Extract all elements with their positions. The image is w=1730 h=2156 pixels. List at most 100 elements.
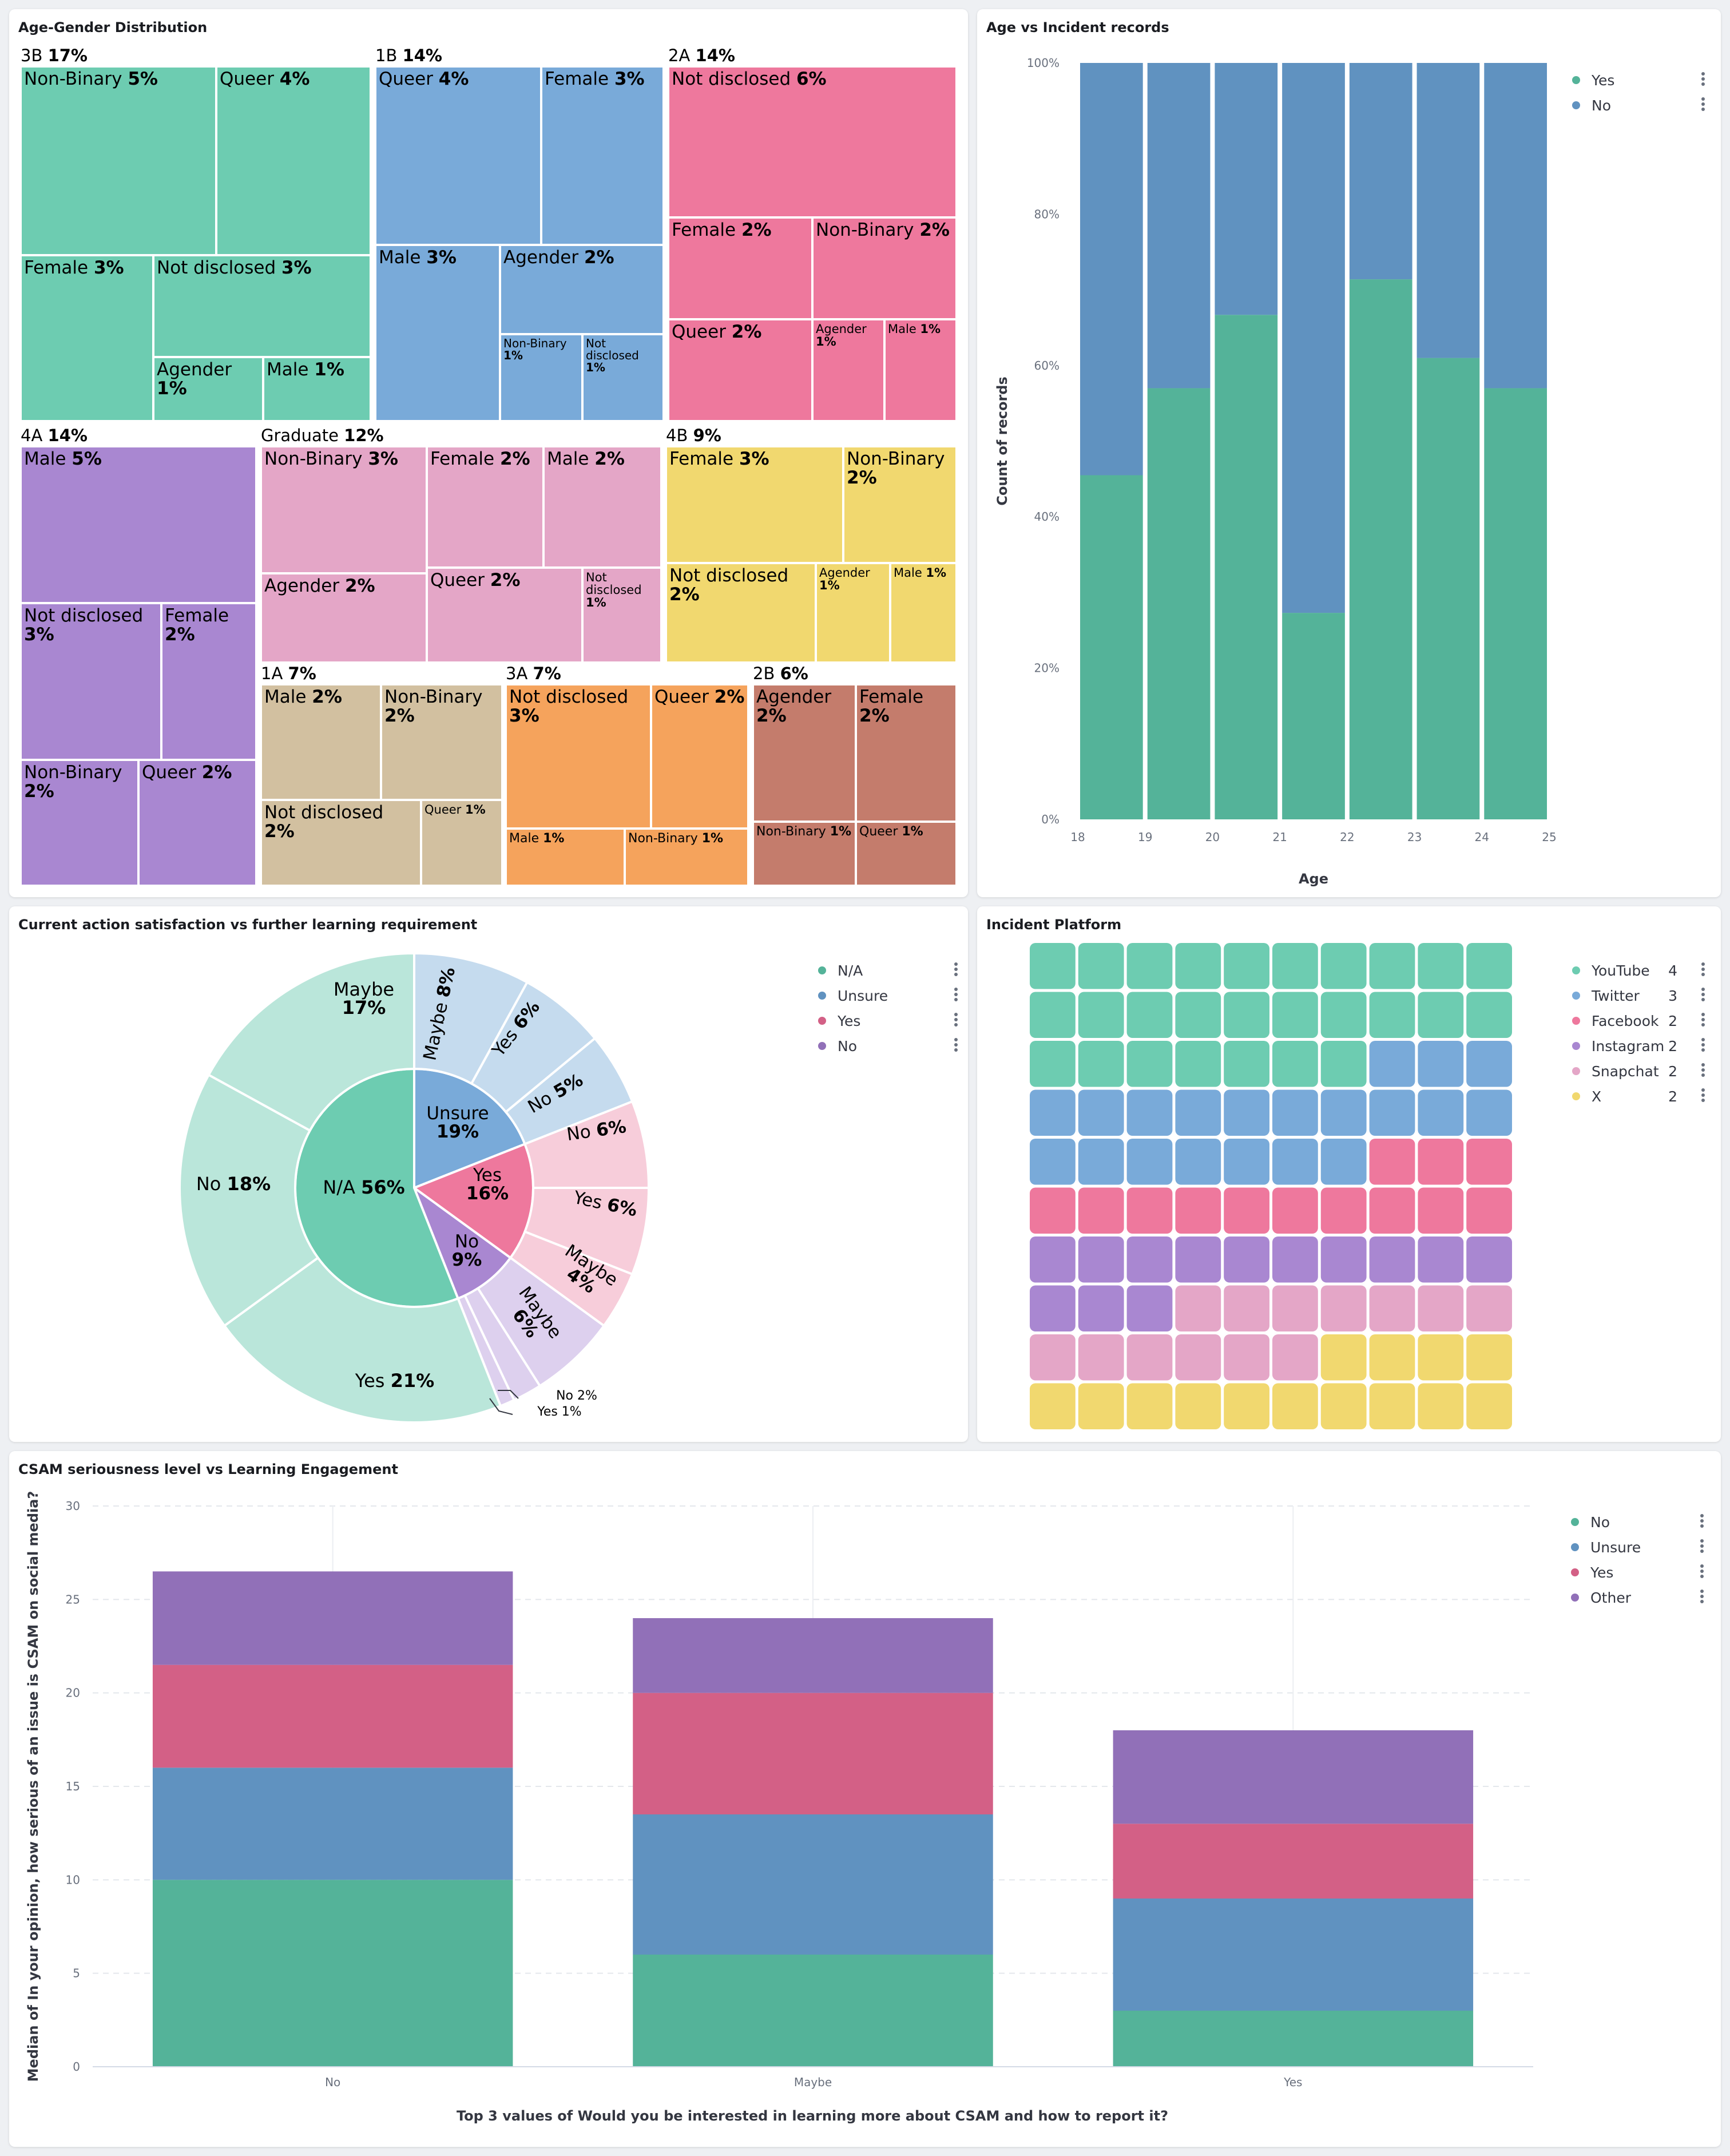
treemap-cell[interactable]: Not disclosed 2% bbox=[666, 563, 816, 663]
more-options-icon[interactable] bbox=[954, 1013, 959, 1028]
legend-item[interactable]: Unsure bbox=[1571, 1535, 1705, 1560]
more-options-icon[interactable] bbox=[1701, 988, 1706, 1003]
more-options-icon[interactable] bbox=[954, 962, 959, 978]
treemap-cell[interactable]: Male 2% bbox=[543, 446, 661, 568]
legend-item[interactable]: No bbox=[818, 1033, 959, 1059]
label-name: Yes bbox=[355, 1370, 391, 1392]
treemap-cell[interactable]: Non-Binary 2% bbox=[812, 217, 957, 319]
legend-item[interactable]: No bbox=[1571, 1509, 1705, 1535]
treemap-cell[interactable]: Queer 4% bbox=[375, 66, 541, 245]
legend-item[interactable]: Facebook 2 bbox=[1572, 1008, 1706, 1033]
treemap-cell[interactable]: Not disclosed 3% bbox=[153, 255, 371, 357]
bar-segment bbox=[1282, 613, 1345, 819]
legend-count: 4 bbox=[1668, 962, 1677, 979]
more-options-icon[interactable] bbox=[1700, 1590, 1705, 1605]
more-options-icon[interactable] bbox=[1701, 1063, 1706, 1079]
waffle-cell bbox=[1369, 943, 1415, 989]
sunburst-inner-label: Yes bbox=[473, 1165, 502, 1186]
x-tick-label: No bbox=[325, 2075, 340, 2089]
legend-item[interactable]: Snapchat 2 bbox=[1572, 1059, 1706, 1084]
treemap-cell[interactable]: Non-Binary 5% bbox=[21, 66, 216, 255]
treemap-cell[interactable]: Not disclosed 2% bbox=[261, 800, 421, 886]
treemap-cell[interactable]: Female 2% bbox=[856, 684, 957, 822]
treemap-cell[interactable]: Agender 2% bbox=[500, 245, 664, 334]
more-options-icon[interactable] bbox=[1701, 72, 1706, 88]
more-options-icon[interactable] bbox=[1701, 962, 1706, 978]
more-options-icon[interactable] bbox=[1700, 1539, 1705, 1555]
treemap-cell[interactable]: Female 3% bbox=[541, 66, 664, 245]
treemap-cell[interactable]: Male 1% bbox=[890, 563, 957, 663]
waffle-cell bbox=[1030, 1041, 1076, 1087]
legend-item[interactable]: Unsure bbox=[818, 983, 959, 1008]
legend-item[interactable]: Yes bbox=[1572, 68, 1706, 93]
treemap-cell[interactable]: Agender 1% bbox=[153, 357, 263, 421]
more-options-icon[interactable] bbox=[1700, 1514, 1705, 1529]
treemap-cell[interactable]: Non-Binary 2% bbox=[381, 684, 502, 800]
treemap-cell[interactable]: Not disclosed 1% bbox=[582, 334, 664, 421]
treemap-cell[interactable]: Queer 2% bbox=[651, 684, 748, 829]
treemap-cell[interactable]: Queer 2% bbox=[427, 568, 582, 663]
treemap-cell[interactable]: Agender 2% bbox=[753, 684, 856, 822]
label-pct: 1% bbox=[562, 1405, 582, 1419]
treemap-cell[interactable]: Male 2% bbox=[261, 684, 381, 800]
legend-item[interactable]: Yes bbox=[1571, 1560, 1705, 1585]
treemap-cell[interactable]: Non-Binary 1% bbox=[625, 829, 748, 886]
treemap-cell[interactable]: Agender 2% bbox=[261, 573, 427, 663]
waffle-cell bbox=[1078, 1041, 1124, 1087]
cell-label: Not disclosed bbox=[672, 69, 796, 89]
treemap-cell[interactable]: Non-Binary 1% bbox=[500, 334, 582, 421]
legend-item[interactable]: Other bbox=[1571, 1585, 1705, 1610]
legend-item[interactable]: Twitter 3 bbox=[1572, 983, 1706, 1008]
more-options-icon[interactable] bbox=[1701, 1013, 1706, 1028]
treemap-cell[interactable]: Female 3% bbox=[21, 255, 153, 421]
treemap-cell[interactable]: Queer 1% bbox=[421, 800, 502, 886]
legend-label: No bbox=[1592, 97, 1611, 114]
more-options-icon[interactable] bbox=[954, 988, 959, 1003]
more-options-icon[interactable] bbox=[1701, 97, 1706, 113]
legend-item[interactable]: YouTube 4 bbox=[1572, 958, 1706, 983]
legend-item[interactable]: N/A bbox=[818, 958, 959, 983]
sunburst-inner-label: Unsure bbox=[426, 1103, 489, 1124]
more-options-icon[interactable] bbox=[1701, 1038, 1706, 1053]
treemap-cell[interactable]: Female 2% bbox=[668, 217, 812, 319]
treemap-cell[interactable]: Not disclosed 6% bbox=[668, 66, 957, 217]
treemap-cell[interactable]: Queer 4% bbox=[216, 66, 371, 255]
more-options-icon[interactable] bbox=[1701, 1088, 1706, 1104]
treemap-cell[interactable]: Agender 1% bbox=[816, 563, 890, 663]
cell-pct: 2% bbox=[384, 705, 415, 726]
treemap-cell[interactable]: Female 2% bbox=[161, 603, 256, 760]
treemap-cell[interactable]: Not disclosed 1% bbox=[582, 568, 661, 663]
treemap-cell[interactable]: Non-Binary 3% bbox=[261, 446, 427, 573]
panel-title: Current action satisfaction vs further l… bbox=[18, 917, 478, 933]
treemap-cell[interactable]: Not disclosed 3% bbox=[21, 603, 161, 760]
treemap-cell[interactable]: Queer 1% bbox=[856, 822, 957, 886]
legend-item[interactable]: No bbox=[1572, 93, 1706, 118]
legend-count: 2 bbox=[1668, 1088, 1677, 1105]
treemap-cell[interactable]: Non-Binary 1% bbox=[753, 822, 856, 886]
legend-item[interactable]: Instagram 2 bbox=[1572, 1033, 1706, 1059]
treemap-cell[interactable]: Agender 1% bbox=[812, 319, 884, 421]
waffle-cell bbox=[1466, 1285, 1512, 1331]
treemap-cell[interactable]: Male 1% bbox=[506, 829, 625, 886]
more-options-icon[interactable] bbox=[954, 1038, 959, 1053]
treemap-cell[interactable]: Female 3% bbox=[666, 446, 843, 563]
treemap-cell[interactable]: Non-Binary 2% bbox=[21, 760, 138, 886]
treemap-cell[interactable]: Not disclosed 3% bbox=[506, 684, 651, 829]
bar-segment bbox=[1215, 315, 1278, 819]
treemap-cell[interactable]: Female 2% bbox=[427, 446, 543, 568]
treemap-cell[interactable]: Queer 2% bbox=[668, 319, 812, 421]
cell-label: Queer bbox=[142, 762, 202, 783]
treemap-cell[interactable]: Male 3% bbox=[375, 245, 500, 421]
cell-pct: 1% bbox=[465, 803, 486, 817]
treemap-cell[interactable]: Non-Binary 2% bbox=[843, 446, 957, 563]
treemap-cell[interactable]: Male 5% bbox=[21, 446, 256, 603]
treemap-cell[interactable]: Queer 2% bbox=[138, 760, 256, 886]
treemap-cell[interactable]: Male 1% bbox=[884, 319, 957, 421]
cell-label: Female bbox=[165, 605, 229, 626]
legend-item[interactable]: Yes bbox=[818, 1008, 959, 1033]
treemap-cell[interactable]: Male 1% bbox=[263, 357, 371, 421]
waffle-cell bbox=[1224, 992, 1269, 1038]
more-options-icon[interactable] bbox=[1700, 1564, 1705, 1580]
cell-pct: 2% bbox=[594, 449, 625, 469]
